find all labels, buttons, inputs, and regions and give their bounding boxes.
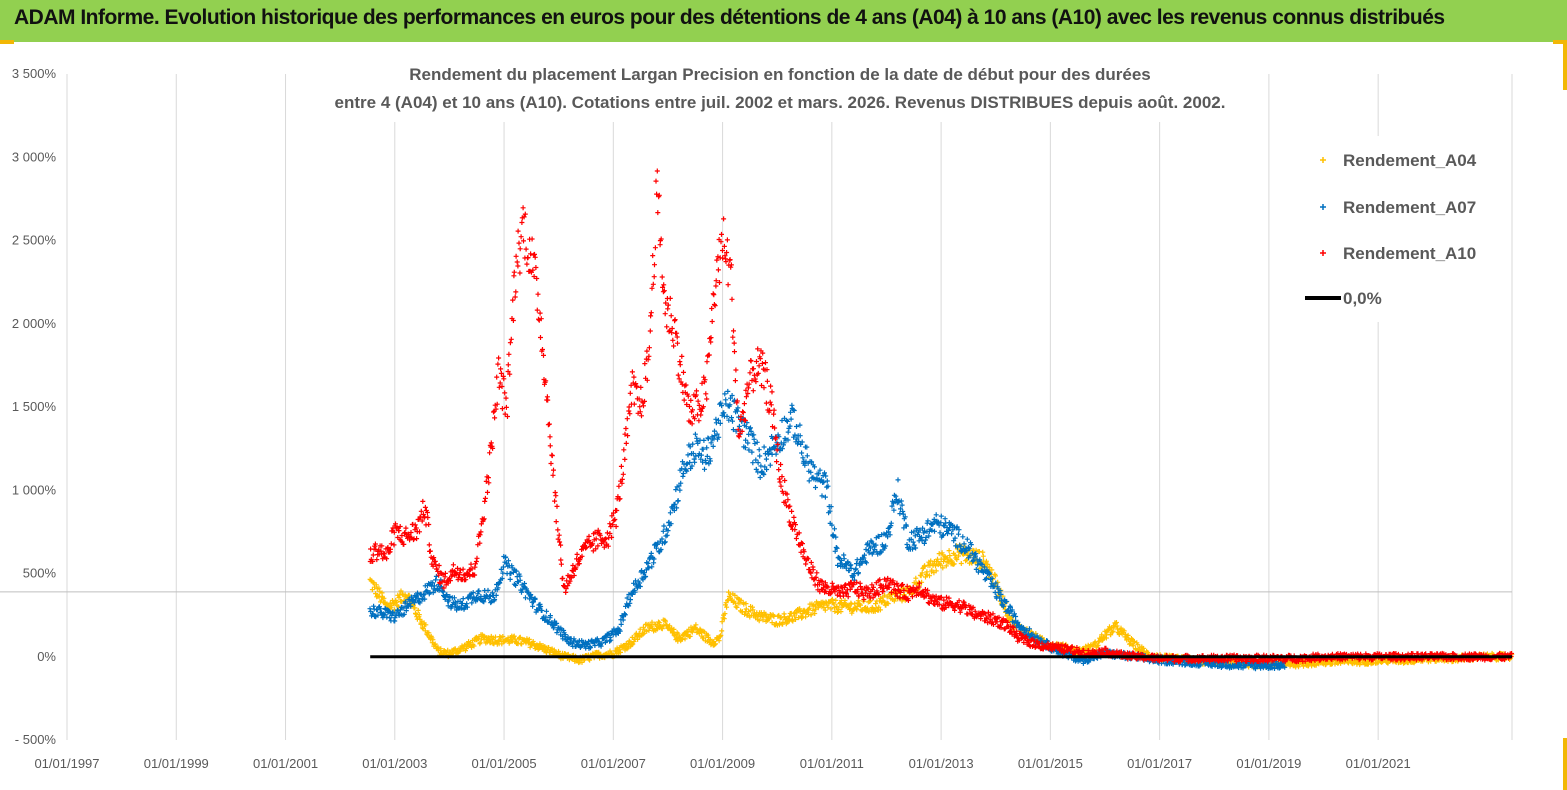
x-tick-label: 01/01/2009 xyxy=(690,756,755,771)
page-title: ADAM Informe. Evolution historique des p… xyxy=(14,6,1445,29)
chart-title-background xyxy=(318,58,1258,122)
y-tick-label: 1 500% xyxy=(12,399,57,414)
legend-label: Rendement_A07 xyxy=(1343,198,1476,217)
corner-mark-top-left xyxy=(0,40,14,44)
legend-label: 0,0% xyxy=(1343,289,1382,308)
x-tick-label: 01/01/2003 xyxy=(362,756,427,771)
x-tick-label: 01/01/2001 xyxy=(253,756,318,771)
header-band xyxy=(0,0,1567,42)
legend-marker-rendement_a07 xyxy=(1320,204,1326,210)
y-tick-label: 2 500% xyxy=(12,233,57,248)
corner-mark-top-right xyxy=(1553,40,1567,44)
legend-background xyxy=(1280,136,1508,322)
y-tick-label: 0% xyxy=(37,649,56,664)
x-tick-label: 01/01/2011 xyxy=(800,756,864,771)
series-points-rendement_a07 xyxy=(367,388,1288,672)
chart-title-line2: entre 4 (A04) et 10 ans (A10). Cotations… xyxy=(335,93,1226,112)
x-tick-label: 01/01/1999 xyxy=(144,756,209,771)
legend-label: Rendement_A04 xyxy=(1343,151,1477,170)
y-tick-label: - 500% xyxy=(15,732,57,747)
x-tick-label: 01/01/2007 xyxy=(581,756,646,771)
corner-mark-right-edge xyxy=(1563,40,1567,90)
x-tick-label: 01/01/2017 xyxy=(1127,756,1192,771)
x-tick-label: 01/01/2021 xyxy=(1346,756,1411,771)
x-tick-label: 01/01/2015 xyxy=(1018,756,1083,771)
legend-label: Rendement_A10 xyxy=(1343,244,1476,263)
chart-title-line1: Rendement du placement Largan Precision … xyxy=(409,65,1151,84)
x-tick-label: 01/01/2005 xyxy=(472,756,537,771)
legend-marker-rendement_a10 xyxy=(1320,250,1326,256)
x-tick-label: 01/01/1997 xyxy=(34,756,99,771)
y-tick-label: 1 000% xyxy=(12,482,57,497)
x-tick-label: 01/01/2013 xyxy=(909,756,974,771)
series-rendement_a07 xyxy=(367,388,1288,672)
corner-mark-bottom-right xyxy=(1563,738,1567,790)
y-tick-label: 3 000% xyxy=(12,149,57,164)
x-tick-label: 01/01/2019 xyxy=(1236,756,1301,771)
legend-marker-rendement_a04 xyxy=(1320,157,1326,163)
y-tick-label: 500% xyxy=(23,566,57,581)
y-tick-label: 2 000% xyxy=(12,316,57,331)
y-tick-label: 3 500% xyxy=(12,66,57,81)
